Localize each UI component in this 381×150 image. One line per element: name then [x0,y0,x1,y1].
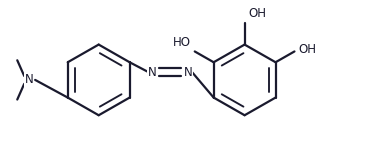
Text: OH: OH [248,7,267,20]
Text: N: N [184,66,192,79]
Text: N: N [25,73,34,86]
Text: N: N [148,66,157,79]
Text: HO: HO [173,36,191,48]
Text: OH: OH [298,43,317,56]
